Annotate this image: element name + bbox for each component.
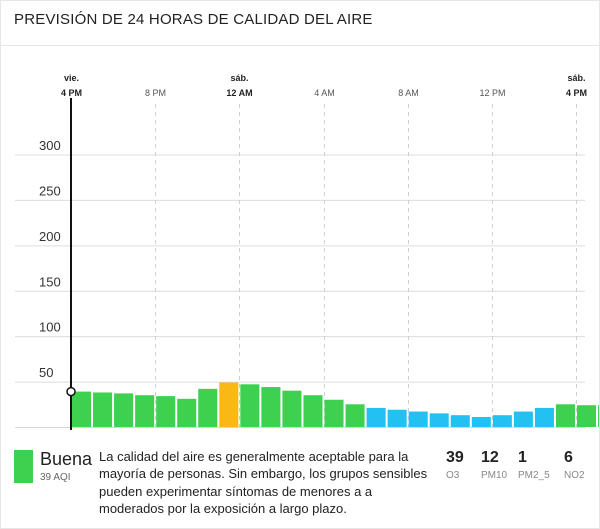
bar — [345, 404, 365, 427]
pollutant-pm10: 12 PM10 — [481, 449, 525, 481]
x-tick-day: vie. — [64, 73, 79, 83]
x-tick-label: 4 PM — [566, 88, 587, 98]
pollutant-value: 1 — [518, 449, 527, 466]
bar — [156, 396, 176, 427]
bar — [534, 407, 554, 427]
aqi-summary: Buena 39 AQI La calidad del aire es gene… — [1, 441, 599, 529]
grid-layer — [15, 104, 585, 428]
bar — [450, 415, 470, 427]
category-description: La calidad del aire es generalmente acep… — [99, 449, 428, 517]
y-tick-label: 300 — [39, 138, 61, 153]
bar — [324, 399, 344, 427]
pollutant-pm25: 1 PM2_5 — [518, 449, 562, 481]
y-tick-label: 200 — [39, 229, 61, 244]
x-tick-label: 8 AM — [398, 88, 419, 98]
bar — [492, 415, 512, 427]
card-title: PREVISIÓN DE 24 HORAS DE CALIDAD DEL AIR… — [14, 11, 373, 28]
pollutant-name: PM10 — [481, 470, 508, 481]
bars-layer — [72, 382, 599, 427]
y-tick-label: 100 — [39, 320, 61, 335]
y-tick-label: 50 — [39, 365, 53, 380]
bar — [513, 411, 533, 427]
pollutant-no2: 6 NO2 — [564, 449, 600, 481]
pollutant-name: PM2_5 — [518, 470, 550, 481]
x-tick-label: 12 PM — [479, 88, 505, 98]
aqi-forecast-chart: 50 100 150 200 250 300 vie. 4 PM 8 PM sáb. 12 AM 4 … — [15, 73, 599, 430]
x-tick-day: sáb. — [567, 73, 585, 83]
bar — [93, 392, 113, 427]
bar — [72, 391, 92, 427]
pollutant-name: O3 — [446, 470, 460, 481]
bar — [387, 409, 407, 427]
bar — [198, 388, 218, 427]
pollutant-value: 12 — [481, 449, 499, 466]
labels-layer: 50 100 150 200 250 300 vie. 4 PM 8 PM sáb. 12 AM 4 … — [39, 73, 587, 380]
bar — [577, 405, 597, 427]
bar — [261, 387, 281, 427]
pollutant-name: NO2 — [564, 470, 585, 481]
x-tick-label: 4 AM — [314, 88, 335, 98]
x-tick-label: 4 PM — [61, 88, 82, 98]
pollutant-value: 39 — [446, 449, 464, 466]
bar — [303, 395, 323, 427]
bar — [219, 382, 239, 427]
axis-layer — [66, 98, 76, 430]
category-aqi: 39 AQI — [40, 472, 71, 483]
bar — [429, 413, 449, 427]
bar — [408, 411, 428, 427]
bar — [555, 404, 575, 427]
y-tick-label: 250 — [39, 183, 61, 198]
bar — [471, 417, 491, 427]
bar — [177, 398, 197, 427]
bar — [135, 395, 155, 427]
pollutant-value: 6 — [564, 449, 573, 466]
category-swatch — [14, 450, 33, 483]
pollutant-o3: 39 O3 — [446, 449, 490, 481]
bar — [114, 393, 134, 427]
bar — [282, 390, 302, 427]
y-tick-label: 150 — [39, 274, 61, 289]
x-tick-day: sáb. — [230, 73, 248, 83]
x-tick-label: 8 PM — [145, 88, 166, 98]
bar — [598, 405, 599, 427]
card-header: PREVISIÓN DE 24 HORAS DE CALIDAD DEL AIR… — [1, 1, 599, 46]
category-label: Buena — [40, 449, 93, 469]
current-value-marker — [66, 386, 76, 397]
bar — [366, 407, 386, 427]
bar — [240, 384, 260, 427]
x-tick-label: 12 AM — [226, 88, 252, 98]
